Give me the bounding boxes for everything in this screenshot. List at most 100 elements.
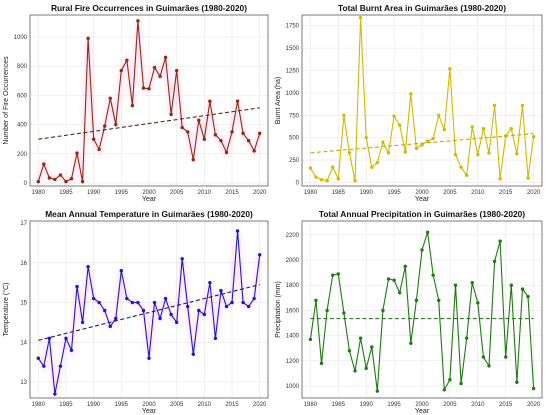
data-point <box>347 151 352 155</box>
data-point <box>476 301 480 305</box>
data-point <box>147 356 151 360</box>
y-tick-label: 17 <box>20 221 27 227</box>
data-point <box>75 284 79 289</box>
data-point <box>158 74 162 79</box>
data-point <box>158 316 162 321</box>
data-point <box>180 257 184 261</box>
y-tick-label: 13 <box>20 380 27 386</box>
x-tick-label: 2005 <box>443 402 457 408</box>
data-point <box>453 283 458 287</box>
plot-frame <box>301 14 543 187</box>
y-tick-label: 0 <box>24 181 28 187</box>
x-tick-label: 1995 <box>115 402 129 408</box>
x-tick-label: 2000 <box>415 402 429 408</box>
y-tick-label: 2000 <box>286 258 300 264</box>
data-point <box>381 140 385 144</box>
data-point <box>442 388 447 392</box>
data-point <box>257 253 262 257</box>
x-tick-label: 2020 <box>253 402 267 408</box>
x-tick-label: 1995 <box>115 190 129 196</box>
x-tick-label: 1985 <box>59 402 73 408</box>
data-point <box>174 320 179 325</box>
data-point <box>459 165 463 169</box>
data-point <box>498 177 502 181</box>
data-point <box>252 296 256 301</box>
x-tick-label: 1985 <box>332 190 346 196</box>
data-point <box>219 288 223 293</box>
data-point <box>108 324 112 329</box>
data-point <box>208 99 212 103</box>
data-point <box>174 68 179 73</box>
data-point <box>370 345 374 349</box>
data-point <box>431 136 435 141</box>
data-point <box>431 273 435 277</box>
data-point <box>437 298 441 303</box>
data-point <box>97 300 101 305</box>
data-point <box>409 92 413 96</box>
data-point <box>53 392 57 396</box>
data-point <box>246 304 251 309</box>
data-point <box>358 336 363 340</box>
x-tick-label: 1980 <box>304 190 318 196</box>
data-point <box>470 281 474 285</box>
x-tick-label: 2005 <box>170 402 184 408</box>
data-point <box>91 137 96 141</box>
x-axis-label: Year <box>415 408 430 415</box>
x-tick-label: 2010 <box>198 402 212 408</box>
y-tick-label: 0 <box>296 180 300 186</box>
data-point <box>375 389 380 393</box>
x-tick-label: 2000 <box>415 190 429 196</box>
x-tick-label: 1990 <box>87 190 101 196</box>
trend-line <box>310 133 534 154</box>
x-tick-label: 1990 <box>360 190 374 196</box>
data-point <box>36 356 41 360</box>
data-point <box>353 369 357 373</box>
y-axis-label: Precipitation (mm) <box>275 281 282 338</box>
data-point <box>80 179 85 184</box>
x-tick-label: 1990 <box>87 402 101 408</box>
data-point <box>180 125 184 130</box>
data-point <box>347 349 352 353</box>
data-point <box>531 135 536 139</box>
chart-panel-2: 1980 1985 1990 1995 2000 2005 2010 2015 2020 0 250… <box>275 3 543 203</box>
y-tick-label: 15 <box>20 301 27 307</box>
data-point <box>186 304 190 309</box>
data-point <box>364 135 368 140</box>
data-point <box>169 112 173 117</box>
data-point <box>319 178 324 182</box>
data-point <box>453 152 458 157</box>
data-point <box>136 19 140 23</box>
x-tick-label: 1980 <box>32 190 46 196</box>
data-point <box>69 348 74 352</box>
chart-panel-4: 1980 1985 1990 1995 2000 2005 2010 2015 2020 1000… <box>275 209 543 415</box>
trend-line <box>38 284 260 341</box>
data-point <box>213 336 218 341</box>
y-tick-label: 250 <box>289 158 300 164</box>
data-point <box>403 264 407 269</box>
data-point <box>119 269 124 273</box>
data-point <box>36 179 41 184</box>
data-point <box>75 151 79 155</box>
data-point <box>515 152 519 156</box>
x-tick-label: 2010 <box>471 402 485 408</box>
data-point <box>464 336 469 340</box>
data-point <box>342 113 346 117</box>
data-point <box>114 122 118 127</box>
data-point <box>191 157 195 162</box>
data-point <box>202 137 207 141</box>
y-tick-label: 1500 <box>286 46 300 52</box>
y-tick-label: 2200 <box>286 233 300 239</box>
data-point <box>325 178 329 183</box>
data-point <box>414 146 419 151</box>
x-axis-label: Year <box>142 408 157 415</box>
y-axis-label: Burnt Area (ha) <box>275 77 282 124</box>
x-axis-label: Year <box>415 196 430 203</box>
y-tick-label: 1000 <box>14 35 28 41</box>
data-point <box>213 133 218 137</box>
data-point <box>386 277 391 281</box>
x-tick-label: 2015 <box>225 402 239 408</box>
data-point <box>515 380 519 384</box>
data-point <box>235 229 240 233</box>
data-point <box>403 150 407 154</box>
data-point <box>197 308 201 313</box>
